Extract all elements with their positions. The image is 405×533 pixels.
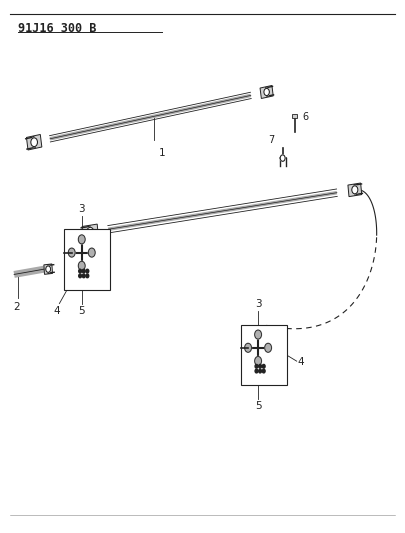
Circle shape <box>82 274 85 278</box>
Text: 2: 2 <box>13 302 19 312</box>
Circle shape <box>79 274 81 278</box>
Text: 4: 4 <box>54 306 60 316</box>
Circle shape <box>78 261 85 270</box>
Text: 3: 3 <box>79 204 85 214</box>
Polygon shape <box>260 85 273 99</box>
Text: 1: 1 <box>158 148 165 158</box>
Circle shape <box>31 138 38 147</box>
Circle shape <box>86 269 89 273</box>
Text: 3: 3 <box>255 299 261 309</box>
Circle shape <box>46 266 51 272</box>
Polygon shape <box>348 183 362 197</box>
Circle shape <box>87 227 94 237</box>
Polygon shape <box>82 224 98 240</box>
Circle shape <box>264 88 269 95</box>
Circle shape <box>262 369 265 373</box>
Text: 6: 6 <box>302 112 308 122</box>
Circle shape <box>88 248 95 257</box>
Text: 5: 5 <box>79 306 85 316</box>
Circle shape <box>255 365 258 368</box>
Circle shape <box>245 343 252 352</box>
Circle shape <box>265 343 271 352</box>
Circle shape <box>255 369 258 373</box>
Text: 7: 7 <box>269 135 275 145</box>
Circle shape <box>82 269 85 273</box>
Circle shape <box>259 365 262 368</box>
Bar <box>241 325 287 385</box>
Polygon shape <box>26 134 42 150</box>
Bar <box>292 114 297 118</box>
Text: 4: 4 <box>298 358 305 367</box>
Circle shape <box>79 269 81 273</box>
Circle shape <box>78 235 85 244</box>
Circle shape <box>259 369 262 373</box>
Circle shape <box>255 330 262 339</box>
Text: 5: 5 <box>255 401 261 411</box>
Circle shape <box>68 248 75 257</box>
Circle shape <box>255 357 262 366</box>
Polygon shape <box>44 264 53 274</box>
Circle shape <box>280 155 285 161</box>
Text: 91J16 300 B: 91J16 300 B <box>18 22 96 35</box>
Circle shape <box>262 365 265 368</box>
Circle shape <box>86 274 89 278</box>
Bar <box>64 230 110 290</box>
Circle shape <box>352 186 358 194</box>
